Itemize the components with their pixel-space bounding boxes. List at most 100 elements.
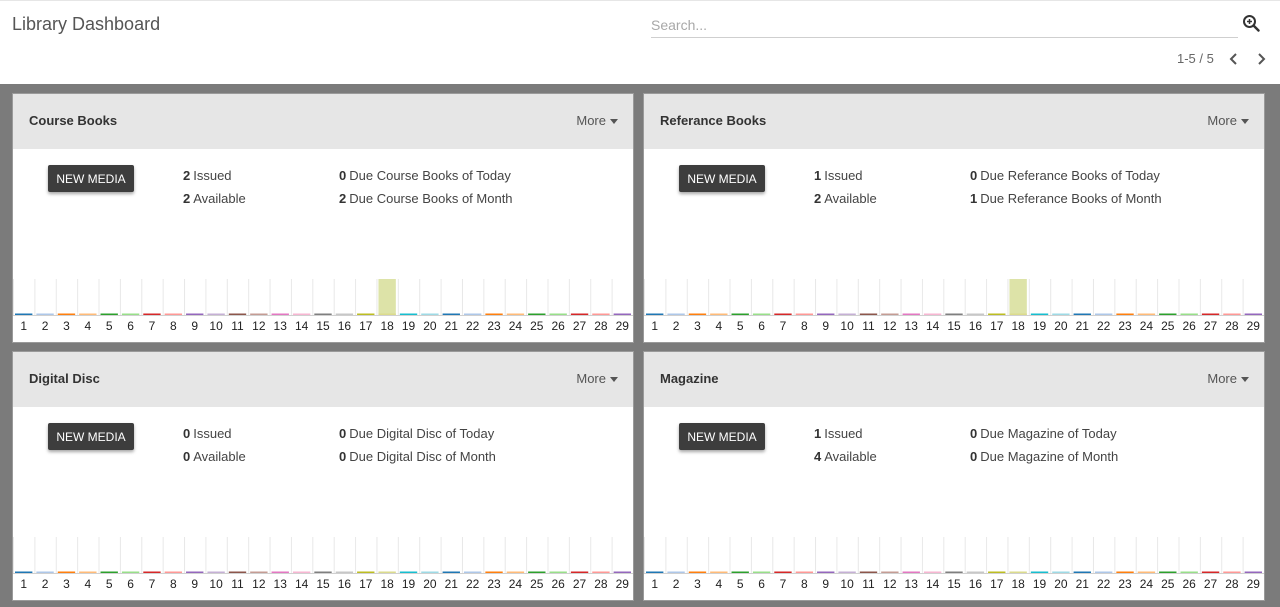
chart-bar[interactable] [613,313,631,316]
chart-bar[interactable] [923,571,942,574]
chart-bar[interactable] [1052,313,1070,316]
chart-bar[interactable] [1009,571,1027,574]
chart-bar[interactable] [549,571,567,574]
chart-bar[interactable] [421,313,439,316]
chart-bar[interactable] [207,313,225,316]
chart-bar[interactable] [15,313,33,316]
chart-bar[interactable] [838,313,856,316]
chart-bar[interactable] [613,571,631,574]
chart-bar[interactable] [859,571,878,574]
chart-bar[interactable] [36,571,54,574]
due-month-stat[interactable]: 0 Due Magazine of Month [970,449,1118,464]
chart-bar[interactable] [442,313,460,316]
chart-bar[interactable] [1223,313,1241,316]
chart-bar[interactable] [186,571,204,574]
chart-bar[interactable] [1116,313,1134,316]
search-icon[interactable] [1242,14,1260,32]
chart-bar[interactable] [463,571,482,574]
chart-bar[interactable] [399,313,418,316]
chart-bar[interactable] [795,571,814,574]
chart-bar[interactable] [1073,571,1091,574]
chart-bar[interactable] [1030,571,1049,574]
chart-bar[interactable] [506,571,525,574]
chevron-right-icon[interactable] [1254,52,1268,66]
chart-bar[interactable] [881,571,899,574]
chart-bar[interactable] [902,571,920,574]
chart-bar[interactable] [570,571,589,574]
chart-bar[interactable] [271,313,289,316]
chart-bar[interactable] [143,313,161,316]
chart-bar[interactable] [378,313,396,316]
chart-bar[interactable] [1223,571,1241,574]
due-month-stat[interactable]: 0 Due Digital Disc of Month [339,449,496,464]
chart-bar[interactable] [902,313,920,316]
chart-bar[interactable] [1094,313,1113,316]
chart-bar[interactable] [688,571,707,574]
chart-bar[interactable] [79,313,97,316]
chart-bar[interactable] [292,313,311,316]
chart-bar[interactable] [121,571,140,574]
chart-bar[interactable] [1073,313,1091,316]
chart-bar[interactable] [463,313,482,316]
more-dropdown[interactable]: More [1207,371,1249,386]
chart-bar[interactable] [817,571,835,574]
chart-bar[interactable] [207,571,225,574]
highlight-bar[interactable] [1009,279,1027,315]
chart-bar[interactable] [945,313,963,316]
due-month-stat[interactable]: 1 Due Referance Books of Month [970,191,1162,206]
chart-bar[interactable] [752,313,771,316]
chart-bar[interactable] [57,313,76,316]
chart-bar[interactable] [1159,313,1177,316]
chart-bar[interactable] [988,313,1006,316]
chart-bar[interactable] [881,313,899,316]
chart-bar[interactable] [1094,571,1113,574]
chart-bar[interactable] [1052,571,1070,574]
chart-bar[interactable] [1201,313,1220,316]
chart-bar[interactable] [228,313,247,316]
chart-bar[interactable] [1137,571,1156,574]
more-dropdown[interactable]: More [576,371,618,386]
chart-bar[interactable] [357,313,375,316]
chart-bar[interactable] [378,571,396,574]
chart-bar[interactable] [646,571,664,574]
chart-bar[interactable] [100,313,118,316]
chart-bar[interactable] [1030,313,1049,316]
chart-bar[interactable] [357,571,375,574]
chart-bar[interactable] [667,313,685,316]
chart-bar[interactable] [1116,571,1134,574]
chart-bar[interactable] [164,571,183,574]
new-media-button[interactable]: NEW MEDIA [48,165,134,192]
new-media-button[interactable]: NEW MEDIA [679,423,765,450]
chart-bar[interactable] [923,313,942,316]
chart-bar[interactable] [966,571,985,574]
chart-bar[interactable] [667,571,685,574]
chart-bar[interactable] [36,313,54,316]
due-today-stat[interactable]: 0 Due Digital Disc of Today [339,426,494,441]
chart-bar[interactable] [549,313,567,316]
new-media-button[interactable]: NEW MEDIA [48,423,134,450]
chart-bar[interactable] [710,313,728,316]
due-today-stat[interactable]: 0 Due Referance Books of Today [970,168,1160,183]
chart-bar[interactable] [859,313,878,316]
due-month-stat[interactable]: 2 Due Course Books of Month [339,191,513,206]
chart-bar[interactable] [121,313,140,316]
chart-bar[interactable] [1180,571,1198,574]
chart-bar[interactable] [250,313,268,316]
chart-bar[interactable] [79,571,97,574]
chart-bar[interactable] [250,571,268,574]
chart-bar[interactable] [485,571,503,574]
chart-bar[interactable] [335,571,354,574]
chart-bar[interactable] [988,571,1006,574]
chart-bar[interactable] [795,313,814,316]
chart-bar[interactable] [485,313,503,316]
more-dropdown[interactable]: More [1207,113,1249,128]
chart-bar[interactable] [710,571,728,574]
chart-bar[interactable] [688,313,707,316]
chart-bar[interactable] [228,571,247,574]
chart-bar[interactable] [1244,313,1262,316]
chart-bar[interactable] [399,571,418,574]
highlight-bar[interactable] [378,279,396,315]
chart-bar[interactable] [100,571,118,574]
chart-bar[interactable] [1201,571,1220,574]
chart-bar[interactable] [442,571,460,574]
